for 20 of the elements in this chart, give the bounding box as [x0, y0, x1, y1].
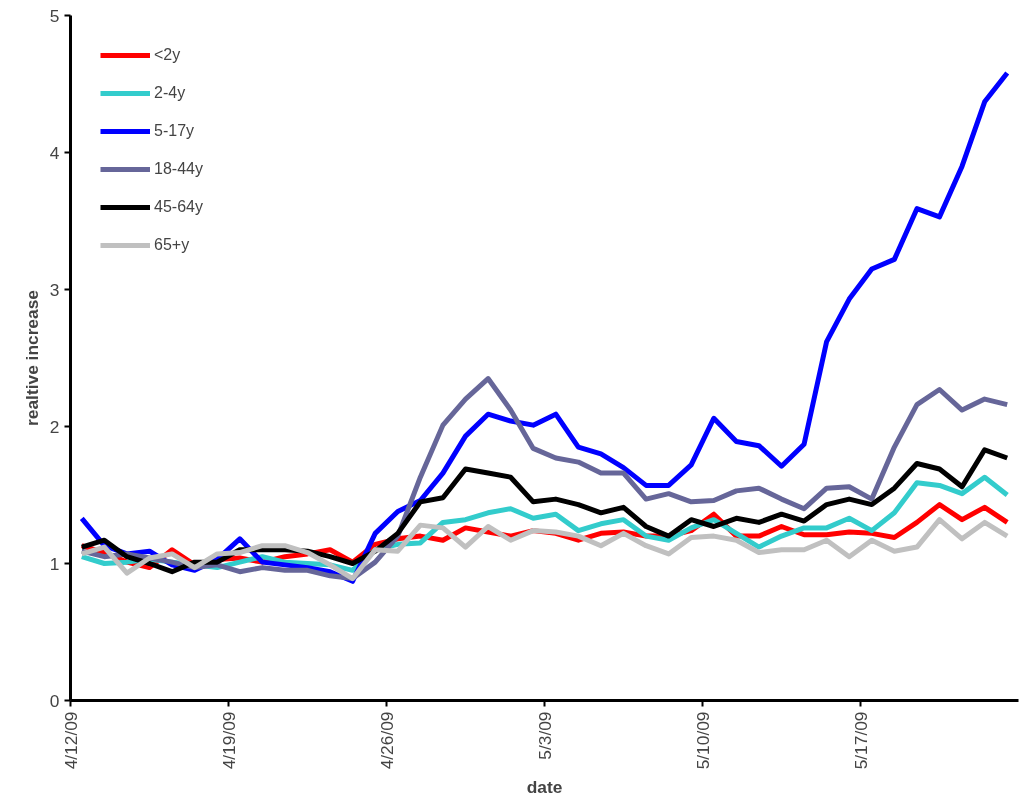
legend-label: 65+y: [154, 236, 190, 254]
legend-label: <2y: [154, 46, 181, 64]
y-tick-label: 3: [49, 279, 60, 300]
x-tick-label: 5/3/09: [534, 711, 555, 760]
y-tick-label: 0: [49, 690, 60, 711]
x-tick-label: 5/17/09: [850, 711, 871, 770]
legend-label: 5-17y: [154, 122, 195, 140]
legend-label: 45-64y: [154, 198, 203, 216]
x-tick-label: 4/12/09: [60, 711, 81, 770]
x-tick-label: 5/10/09: [692, 711, 713, 770]
y-axis-title: realtive increase: [21, 289, 42, 426]
x-tick-label: 4/19/09: [218, 711, 239, 770]
x-tick-label: 4/26/09: [376, 711, 397, 770]
x-axis-title: date: [526, 777, 563, 798]
y-tick-label: 1: [49, 553, 60, 574]
legend-label: 18-44y: [154, 160, 203, 178]
legend-label: 2-4y: [154, 84, 186, 102]
y-tick-label: 5: [49, 5, 60, 26]
y-tick-label: 2: [49, 416, 60, 437]
y-tick-label: 4: [49, 142, 60, 163]
